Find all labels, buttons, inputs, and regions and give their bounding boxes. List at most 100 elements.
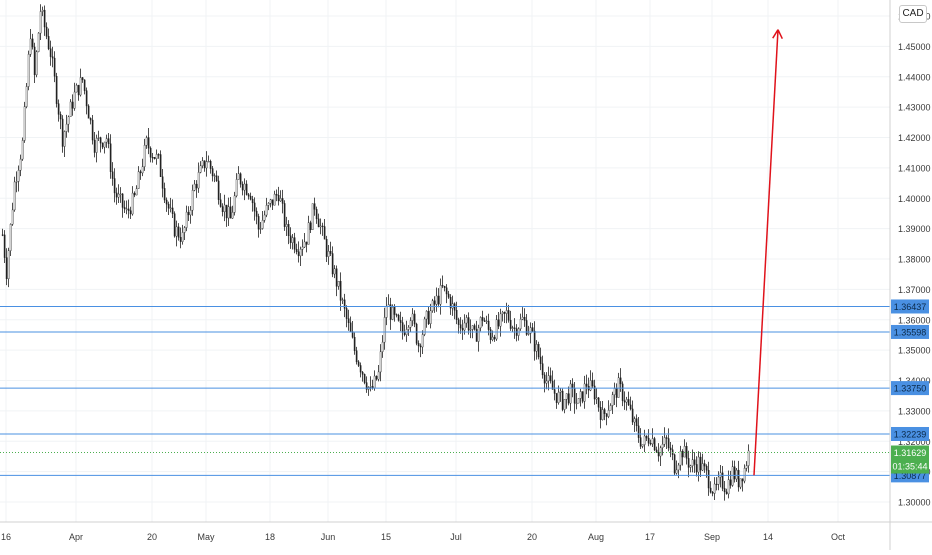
candle-body [57, 103, 60, 115]
candle [177, 223, 180, 241]
candle-body [483, 320, 486, 322]
candle [303, 232, 306, 249]
level-price-label: 1.33750 [891, 381, 929, 396]
candle-body [701, 463, 704, 471]
candle-body [251, 199, 254, 204]
level-price-label: 1.32239 [891, 426, 929, 441]
candle-body [359, 365, 362, 373]
candle-body [283, 203, 286, 227]
candle-body [715, 483, 718, 486]
candle [599, 401, 602, 429]
candle-body [505, 310, 508, 314]
candle [403, 324, 406, 337]
candle [235, 173, 238, 198]
candle-body [193, 183, 196, 191]
candle-body [579, 391, 582, 399]
candle-body [51, 56, 54, 59]
candle-body [289, 235, 292, 243]
candle [293, 232, 296, 254]
horizontal-levels[interactable] [0, 305, 890, 476]
candle [139, 169, 142, 180]
candle-body [117, 193, 120, 198]
candle-body [285, 224, 288, 227]
candle-body [141, 166, 144, 174]
candle [11, 202, 14, 226]
candle-body [687, 458, 690, 468]
candle [339, 272, 342, 311]
candle-body [63, 131, 66, 147]
candle-body [213, 175, 216, 177]
candle [315, 206, 318, 224]
candle-body [155, 154, 158, 160]
candle-body [161, 176, 164, 189]
candle [221, 203, 224, 217]
candle-body [11, 209, 14, 225]
candle [149, 146, 152, 163]
candle [399, 311, 402, 332]
candle [95, 134, 98, 163]
x-tick-label: 20 [527, 532, 537, 542]
candle-body [21, 140, 24, 160]
candle [663, 427, 666, 447]
candle [375, 375, 378, 381]
candle [473, 323, 476, 331]
candle [285, 216, 288, 236]
candle [481, 310, 484, 327]
candle-body [273, 193, 276, 206]
currency-badge[interactable]: CAD [899, 5, 927, 23]
candle [273, 190, 276, 206]
candle [189, 206, 192, 224]
candle-body [153, 157, 156, 160]
candle [713, 477, 716, 500]
candle-body [39, 11, 42, 34]
candle [685, 442, 688, 465]
candle-body [707, 470, 710, 489]
candle [125, 200, 128, 215]
candle-body [487, 320, 490, 330]
candle-body [1, 234, 4, 236]
candle [335, 265, 338, 297]
candle [747, 444, 750, 473]
candle [423, 316, 426, 337]
candle [603, 407, 606, 421]
candle [275, 189, 278, 202]
annotation-arrow[interactable] [753, 29, 783, 476]
candle [459, 317, 462, 334]
candle-body [453, 303, 456, 311]
candle-body [59, 114, 62, 120]
candle-body [661, 443, 664, 449]
candle [441, 275, 444, 289]
candle-body [77, 84, 80, 96]
candle [9, 223, 12, 257]
candle [185, 205, 188, 232]
candle [299, 246, 302, 266]
candle [435, 287, 438, 312]
candle [405, 320, 408, 342]
candle [697, 451, 700, 482]
candle-body [257, 216, 260, 230]
candle-body [537, 344, 540, 358]
candle [167, 201, 170, 215]
candle-body [31, 38, 34, 48]
candle [607, 400, 610, 419]
candle-body [93, 139, 96, 153]
candle [411, 308, 414, 327]
candle-body [389, 304, 392, 320]
candle-body [693, 459, 696, 465]
candle [231, 205, 234, 219]
candle-body [679, 450, 682, 466]
candle-body [721, 472, 724, 489]
candle [683, 439, 686, 458]
candle [35, 50, 38, 78]
candle [263, 210, 266, 223]
candle [171, 199, 174, 219]
candle [1, 228, 4, 237]
candle [105, 134, 108, 148]
candle [665, 435, 668, 449]
candle [207, 155, 210, 163]
x-tick-label: Apr [69, 532, 83, 542]
candle [465, 314, 468, 328]
candle-body [413, 313, 416, 325]
candle [49, 40, 52, 66]
